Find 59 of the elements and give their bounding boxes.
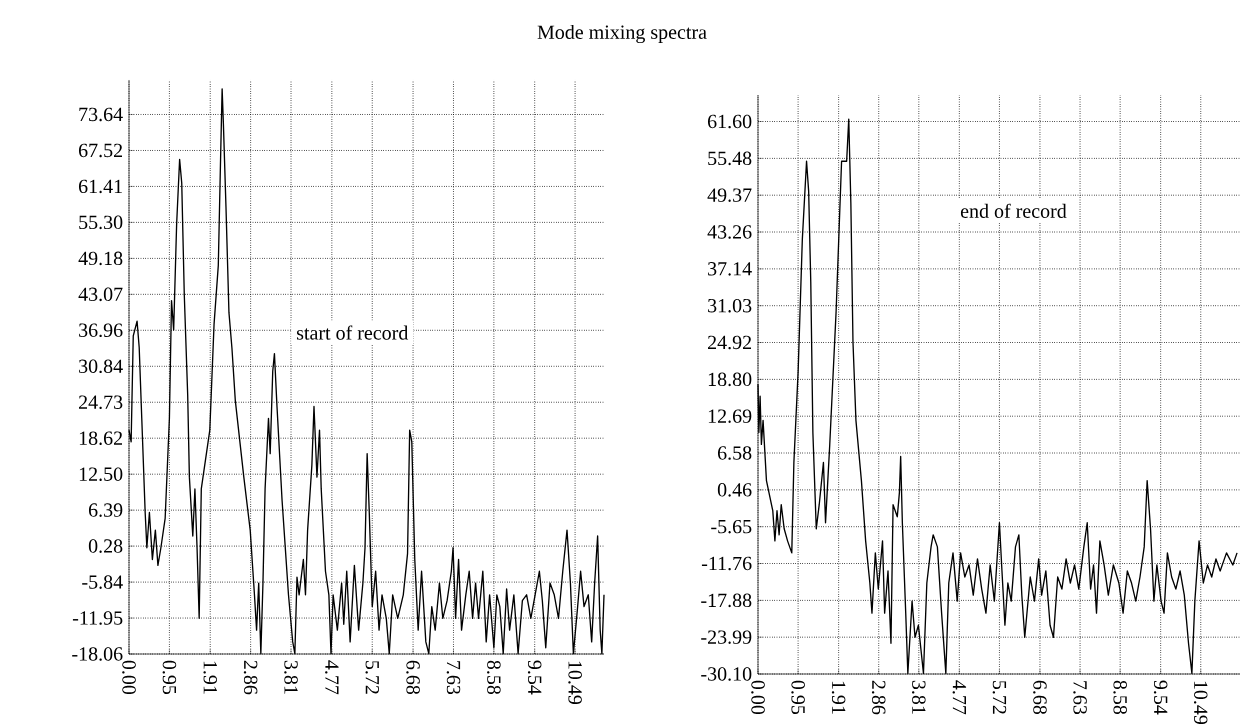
x-tick-label: 9.54 bbox=[1153, 680, 1168, 715]
x-tick-label: 1.91 bbox=[831, 681, 846, 714]
x-tick-label: 6.68 bbox=[406, 660, 420, 695]
x-tick-label: 0.00 bbox=[751, 680, 765, 715]
y-tick-label: 12.69 bbox=[708, 409, 752, 423]
y-tick-label: -11.95 bbox=[72, 611, 123, 625]
x-tick-label: 10.49 bbox=[568, 661, 582, 705]
y-tick-label: 36.96 bbox=[79, 323, 123, 338]
y-tick-label: -5.65 bbox=[711, 519, 752, 534]
y-tick-label: 37.14 bbox=[708, 262, 752, 276]
x-tick-label: 6.68 bbox=[1033, 680, 1047, 715]
y-tick-label: 18.62 bbox=[79, 431, 122, 445]
y-tick-label: 49.18 bbox=[78, 251, 123, 266]
y-tick-label: 49.37 bbox=[707, 188, 752, 202]
x-tick-label: 5.72 bbox=[992, 681, 1007, 714]
x-tick-label: 0.00 bbox=[122, 660, 136, 695]
y-tick-label: 55.30 bbox=[79, 215, 123, 230]
y-tick-label: -30.10 bbox=[701, 667, 752, 681]
y-tick-label: 6.39 bbox=[88, 503, 123, 517]
y-tick-label: 30.84 bbox=[79, 359, 123, 374]
y-tick-label: 43.26 bbox=[707, 225, 752, 239]
y-tick-label: 55.48 bbox=[708, 151, 752, 166]
x-tick-label: 8.58 bbox=[487, 660, 501, 695]
y-tick-label: -11.76 bbox=[701, 556, 752, 571]
y-tick-label: 61.41 bbox=[78, 179, 122, 194]
y-tick-label: 24.73 bbox=[79, 395, 123, 410]
x-tick-label: 8.58 bbox=[1113, 680, 1127, 715]
x-tick-label: 7.63 bbox=[446, 661, 461, 695]
y-tick-label: -5.84 bbox=[82, 575, 123, 589]
annotation: end of record bbox=[960, 203, 1067, 218]
x-tick-label: 1.91 bbox=[203, 661, 217, 694]
y-tick-label: 6.58 bbox=[717, 446, 752, 460]
y-tick-label: 12.50 bbox=[79, 467, 123, 481]
y-tick-label: 61.60 bbox=[707, 114, 752, 129]
x-tick-label: 2.86 bbox=[243, 660, 258, 695]
y-tick-label: -18.06 bbox=[72, 647, 123, 661]
x-tick-label: 2.86 bbox=[871, 680, 886, 715]
y-tick-label: -23.99 bbox=[701, 630, 752, 644]
y-tick-label: 31.03 bbox=[708, 298, 752, 313]
y-tick-label: 67.52 bbox=[78, 143, 122, 158]
x-tick-label: 3.81 bbox=[912, 680, 926, 714]
y-tick-label: -17.88 bbox=[701, 593, 752, 608]
x-tick-label: 4.77 bbox=[325, 660, 339, 695]
x-tick-label: 5.72 bbox=[365, 661, 380, 694]
x-tick-label: 3.81 bbox=[284, 660, 298, 694]
x-tick-label: 10.49 bbox=[1193, 681, 1208, 724]
x-tick-label: 7.63 bbox=[1073, 681, 1087, 715]
y-tick-label: 18.80 bbox=[708, 372, 752, 387]
chart-title: Mode mixing spectra bbox=[537, 24, 707, 44]
y-tick-label: 0.46 bbox=[717, 483, 752, 497]
y-tick-label: 24.92 bbox=[708, 335, 752, 350]
x-tick-label: 4.77 bbox=[952, 680, 967, 715]
y-tick-label: 43.07 bbox=[78, 287, 123, 302]
x-tick-label: 0.95 bbox=[791, 680, 805, 715]
y-tick-label: 0.28 bbox=[88, 539, 123, 553]
y-tick-label: 73.64 bbox=[79, 107, 123, 122]
x-tick-label: 0.95 bbox=[162, 660, 177, 695]
x-tick-label: 9.54 bbox=[527, 660, 542, 695]
annotation: start of record bbox=[296, 325, 409, 340]
